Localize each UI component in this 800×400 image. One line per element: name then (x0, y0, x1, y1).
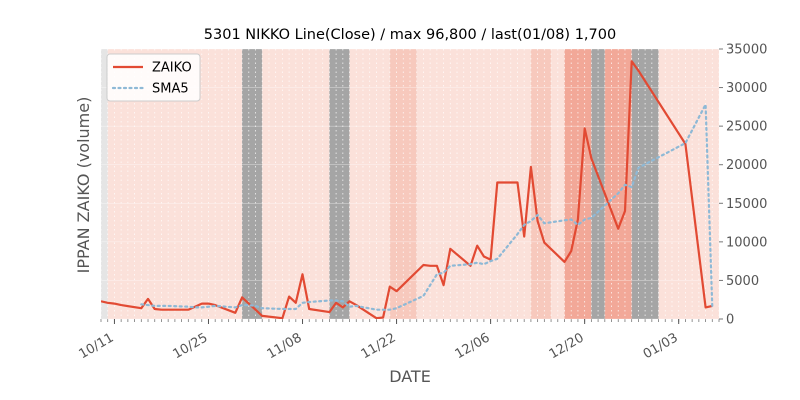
y-tick-label: 20000 (726, 158, 767, 173)
x-tick-label: 11/22 (359, 330, 399, 362)
vertical-grid (100, 49, 720, 322)
x-axis-label: DATE (389, 367, 431, 386)
x-tick-label: 11/08 (265, 330, 305, 362)
y-tick-label: 35000 (726, 43, 767, 58)
x-tick-label: 01/03 (641, 330, 681, 362)
background-band-mid (530, 49, 552, 319)
series-line-sma5 (140, 103, 714, 311)
y-tick-label: 30000 (726, 81, 767, 96)
x-tick-label: 10/25 (171, 330, 211, 362)
x-tick-label: 12/20 (547, 330, 587, 362)
chart-title: 5301 NIKKO Line(Close) / max 96,800 / la… (204, 27, 616, 43)
y-tick-label: 0 (726, 313, 734, 328)
x-tick-label: 10/11 (76, 330, 116, 362)
legend-label-sma5: SMA5 (152, 82, 189, 97)
background-band-dark (242, 49, 263, 319)
y-axis-ticks: 0 5000 10000 15000 20000 25000 30000 35000 (719, 43, 767, 328)
series-line-zaiko (101, 60, 713, 319)
y-tick-label: 25000 (726, 120, 767, 135)
y-tick-label: 10000 (726, 235, 767, 250)
background-band-dark (329, 49, 350, 319)
y-axis-label: IPPAN ZAIKO (volume) (74, 97, 93, 274)
legend-label-zaiko: ZAIKO (152, 61, 192, 76)
x-axis-ticks: 10/11 10/25 11/08 11/22 12/06 12/20 01/03 (76, 319, 681, 362)
series-group (101, 60, 714, 319)
series-layer (101, 60, 714, 319)
horizontal-grid (101, 48, 719, 320)
x-tick-label: 12/06 (453, 330, 493, 362)
legend-box (106, 53, 201, 102)
legend: ZAIKO SMA5 (106, 53, 201, 102)
background-band-light (416, 49, 531, 319)
y-tick-label: 15000 (726, 197, 767, 212)
y-tick-label: 5000 (726, 274, 759, 289)
background-band-light (658, 49, 719, 319)
